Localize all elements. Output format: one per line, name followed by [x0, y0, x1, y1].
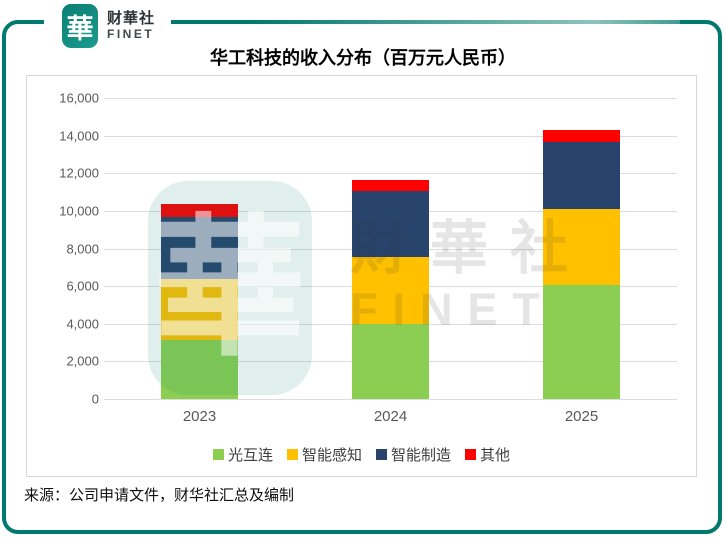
logo-names: 财華社 FINET — [107, 10, 155, 41]
legend-label: 智能感知 — [301, 447, 362, 464]
logo-company-en: FINET — [107, 26, 155, 41]
legend-swatch-icon — [376, 449, 387, 460]
legend-label: 智能制造 — [391, 447, 452, 464]
legend-label: 光互连 — [227, 447, 273, 464]
y-tick-label: 0 — [91, 391, 99, 407]
x-tick-label-2025: 2025 — [564, 408, 599, 425]
gridline-12000 — [104, 173, 677, 175]
gridline-16000 — [104, 98, 677, 99]
card-border-fade — [250, 20, 680, 24]
bar-segment-2024-智能制造 — [352, 191, 429, 257]
chart-frame: 0 2,000 4,000 6,000 8,000 10,000 12,000 14,000 1… — [26, 75, 697, 477]
finet-seal-icon: 華 — [62, 4, 98, 48]
bar-segment-2024-光互连 — [352, 323, 429, 399]
bar-segment-2023-其他 — [161, 204, 238, 218]
y-tick-label: 4,000 — [66, 316, 99, 332]
legend-item-智能制造: 智能制造 — [376, 444, 451, 465]
y-tick-label: 6,000 — [66, 278, 99, 294]
x-tick-label-2024: 2024 — [373, 408, 408, 425]
legend-swatch-icon — [212, 449, 224, 460]
chart-legend: 光互连 智能感知 智能制造 其他 — [27, 444, 696, 465]
legend-item-其他: 其他 — [465, 444, 510, 465]
bar-segment-2025-智能制造 — [543, 142, 620, 209]
legend-item-光互连: 光互连 — [212, 444, 273, 465]
bar-segment-2023-智能制造 — [161, 217, 238, 279]
bar-segment-2025-智能感知 — [543, 209, 620, 286]
x-tick-label-2023: 2023 — [182, 408, 217, 425]
legend-label: 其他 — [480, 447, 511, 464]
y-tick-label: 12,000 — [59, 165, 99, 181]
y-tick-label: 16,000 — [59, 90, 99, 106]
gridline-0 — [104, 399, 677, 400]
legend-swatch-icon — [286, 449, 298, 460]
bar-segment-2025-光互连 — [543, 285, 620, 399]
source-note: 来源：公司申请文件，财华社汇总及编制 — [24, 487, 295, 504]
bar-segment-2023-智能感知 — [161, 278, 238, 340]
y-tick-label: 2,000 — [66, 353, 99, 369]
gridline-14000 — [104, 135, 677, 137]
finet-logo: 華 财華社 FINET — [44, 0, 172, 52]
y-tick-label: 10,000 — [59, 203, 99, 219]
legend-swatch-icon — [465, 449, 477, 460]
bar-segment-2024-其他 — [352, 179, 429, 192]
legend-item-智能感知: 智能感知 — [286, 444, 362, 465]
seal-character: 華 — [66, 13, 94, 45]
y-tick-label: 14,000 — [59, 128, 99, 144]
bar-segment-2024-智能感知 — [352, 256, 429, 324]
y-axis: 0 2,000 4,000 6,000 8,000 10,000 12,000 14,000 1… — [27, 91, 99, 407]
logo-company-cn: 财華社 — [107, 10, 156, 28]
plot-area: 2023 2024 2025 — [104, 98, 677, 425]
y-tick-label: 8,000 — [66, 241, 99, 256]
bar-segment-2025-其他 — [543, 130, 620, 143]
chart-title: 华工科技的收入分布（百万元人民币） — [210, 48, 516, 68]
bar-segment-2023-光互连 — [161, 339, 238, 399]
